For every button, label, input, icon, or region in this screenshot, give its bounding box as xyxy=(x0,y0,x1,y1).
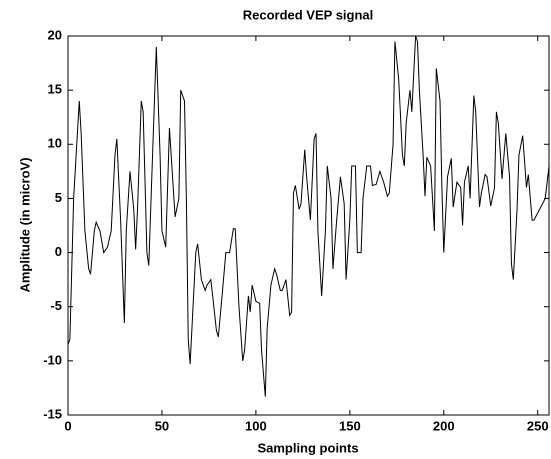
x-tick-label: 200 xyxy=(433,418,455,433)
signal-line xyxy=(67,35,550,397)
x-tick-label: 250 xyxy=(527,418,549,433)
y-tick-label: -10 xyxy=(43,352,62,367)
y-tick-label: 10 xyxy=(48,136,62,151)
y-tick-label: 20 xyxy=(48,27,62,42)
x-tick-label: 150 xyxy=(339,418,361,433)
chart-title: Recorded VEP signal xyxy=(243,7,374,22)
y-tick-label: -5 xyxy=(50,298,62,313)
plot-frame xyxy=(67,35,550,416)
x-tick-label: 0 xyxy=(64,418,71,433)
y-tick-label: 15 xyxy=(48,82,62,97)
x-tick-label: 100 xyxy=(245,418,267,433)
y-tick-label: 0 xyxy=(55,244,62,259)
x-axis-label: Sampling points xyxy=(257,440,358,455)
y-tick-label: -15 xyxy=(43,406,62,421)
y-tick-label: 5 xyxy=(55,190,62,205)
x-tick-label: 50 xyxy=(155,418,169,433)
y-axis-label: Amplitude (in microV) xyxy=(17,157,32,292)
